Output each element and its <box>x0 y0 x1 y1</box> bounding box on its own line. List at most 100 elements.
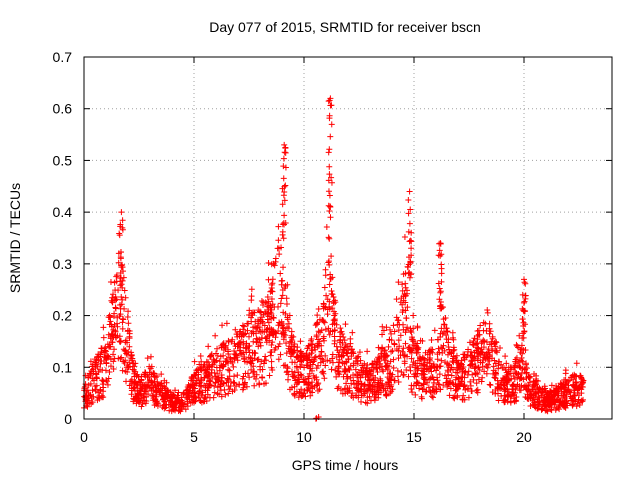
data-point <box>450 359 457 366</box>
data-point <box>132 368 139 375</box>
data-point <box>172 400 179 407</box>
data-point <box>524 365 531 372</box>
data-point <box>399 281 406 288</box>
data-point <box>382 392 389 399</box>
data-point <box>412 370 419 377</box>
data-point <box>407 271 414 278</box>
data-point <box>395 279 402 286</box>
data-point <box>312 322 319 329</box>
y-tick-labels: 0 0.1 0.2 0.3 0.4 0.5 0.6 0.7 <box>53 49 73 427</box>
data-point <box>118 249 125 256</box>
data-point <box>379 323 386 330</box>
data-point <box>133 393 140 400</box>
data-point <box>364 400 371 407</box>
data-point <box>191 358 198 365</box>
data-point <box>319 356 326 363</box>
data-point <box>358 367 365 374</box>
data-point <box>331 340 338 347</box>
data-point <box>234 372 241 379</box>
data-point <box>447 377 454 384</box>
data-point <box>374 368 381 375</box>
data-point <box>268 358 275 365</box>
data-point <box>331 316 338 323</box>
data-point <box>98 345 105 352</box>
data-point <box>547 388 554 395</box>
data-point <box>335 351 342 358</box>
x-tick-label: 15 <box>406 429 422 445</box>
data-point <box>401 352 408 359</box>
data-point <box>516 332 523 339</box>
data-point <box>300 376 307 383</box>
data-point <box>148 384 155 391</box>
data-point <box>386 336 393 343</box>
data-point <box>444 351 451 358</box>
data-point <box>486 353 493 360</box>
data-point <box>518 375 525 382</box>
data-point <box>474 327 481 334</box>
data-point <box>220 380 227 387</box>
data-point <box>205 343 212 350</box>
data-point <box>484 306 491 313</box>
data-point <box>288 328 295 335</box>
data-point <box>137 390 144 397</box>
data-point <box>128 391 135 398</box>
data-point <box>363 366 370 373</box>
data-point <box>362 368 369 375</box>
data-point <box>207 353 214 360</box>
data-point <box>102 347 109 354</box>
data-point <box>280 235 287 242</box>
data-point <box>561 377 568 384</box>
data-point <box>218 374 225 381</box>
data-point <box>483 350 490 357</box>
data-point <box>286 348 293 355</box>
data-point <box>158 371 165 378</box>
data-point <box>542 407 549 414</box>
data-point <box>100 394 107 401</box>
data-point <box>501 386 508 393</box>
data-point <box>578 381 585 388</box>
data-point <box>438 278 445 285</box>
data-point <box>477 348 484 355</box>
data-point <box>500 381 507 388</box>
data-point <box>282 164 289 171</box>
data-point <box>562 391 569 398</box>
data-point <box>305 384 312 391</box>
data-point <box>280 362 287 369</box>
data-point <box>248 286 255 293</box>
data-point <box>522 280 529 287</box>
data-point <box>520 307 527 314</box>
data-point <box>138 373 145 380</box>
data-point <box>126 363 133 370</box>
data-point <box>88 400 95 407</box>
data-point <box>431 327 438 334</box>
data-point <box>109 294 116 301</box>
data-point <box>305 375 312 382</box>
data-point <box>277 300 284 307</box>
data-point <box>500 397 507 404</box>
data-point <box>493 349 500 356</box>
data-point <box>438 270 445 277</box>
data-point <box>243 340 250 347</box>
data-point <box>395 347 402 354</box>
y-tick-label: 0.6 <box>53 101 73 117</box>
data-point <box>253 339 260 346</box>
data-point <box>297 363 304 370</box>
data-point <box>413 345 420 352</box>
data-point <box>205 378 212 385</box>
data-point <box>534 377 541 384</box>
data-point <box>281 197 288 204</box>
data-point <box>447 385 454 392</box>
data-point <box>322 266 329 273</box>
data-point <box>436 371 443 378</box>
data-point <box>548 407 555 414</box>
data-point <box>157 382 164 389</box>
data-point <box>342 321 349 328</box>
data-point <box>280 155 287 162</box>
data-point <box>316 338 323 345</box>
data-point <box>348 346 355 353</box>
y-tick-label: 0.2 <box>53 308 73 324</box>
data-point <box>395 337 402 344</box>
y-tick-label: 0.1 <box>53 359 73 375</box>
data-point <box>502 353 509 360</box>
data-point <box>551 399 558 406</box>
